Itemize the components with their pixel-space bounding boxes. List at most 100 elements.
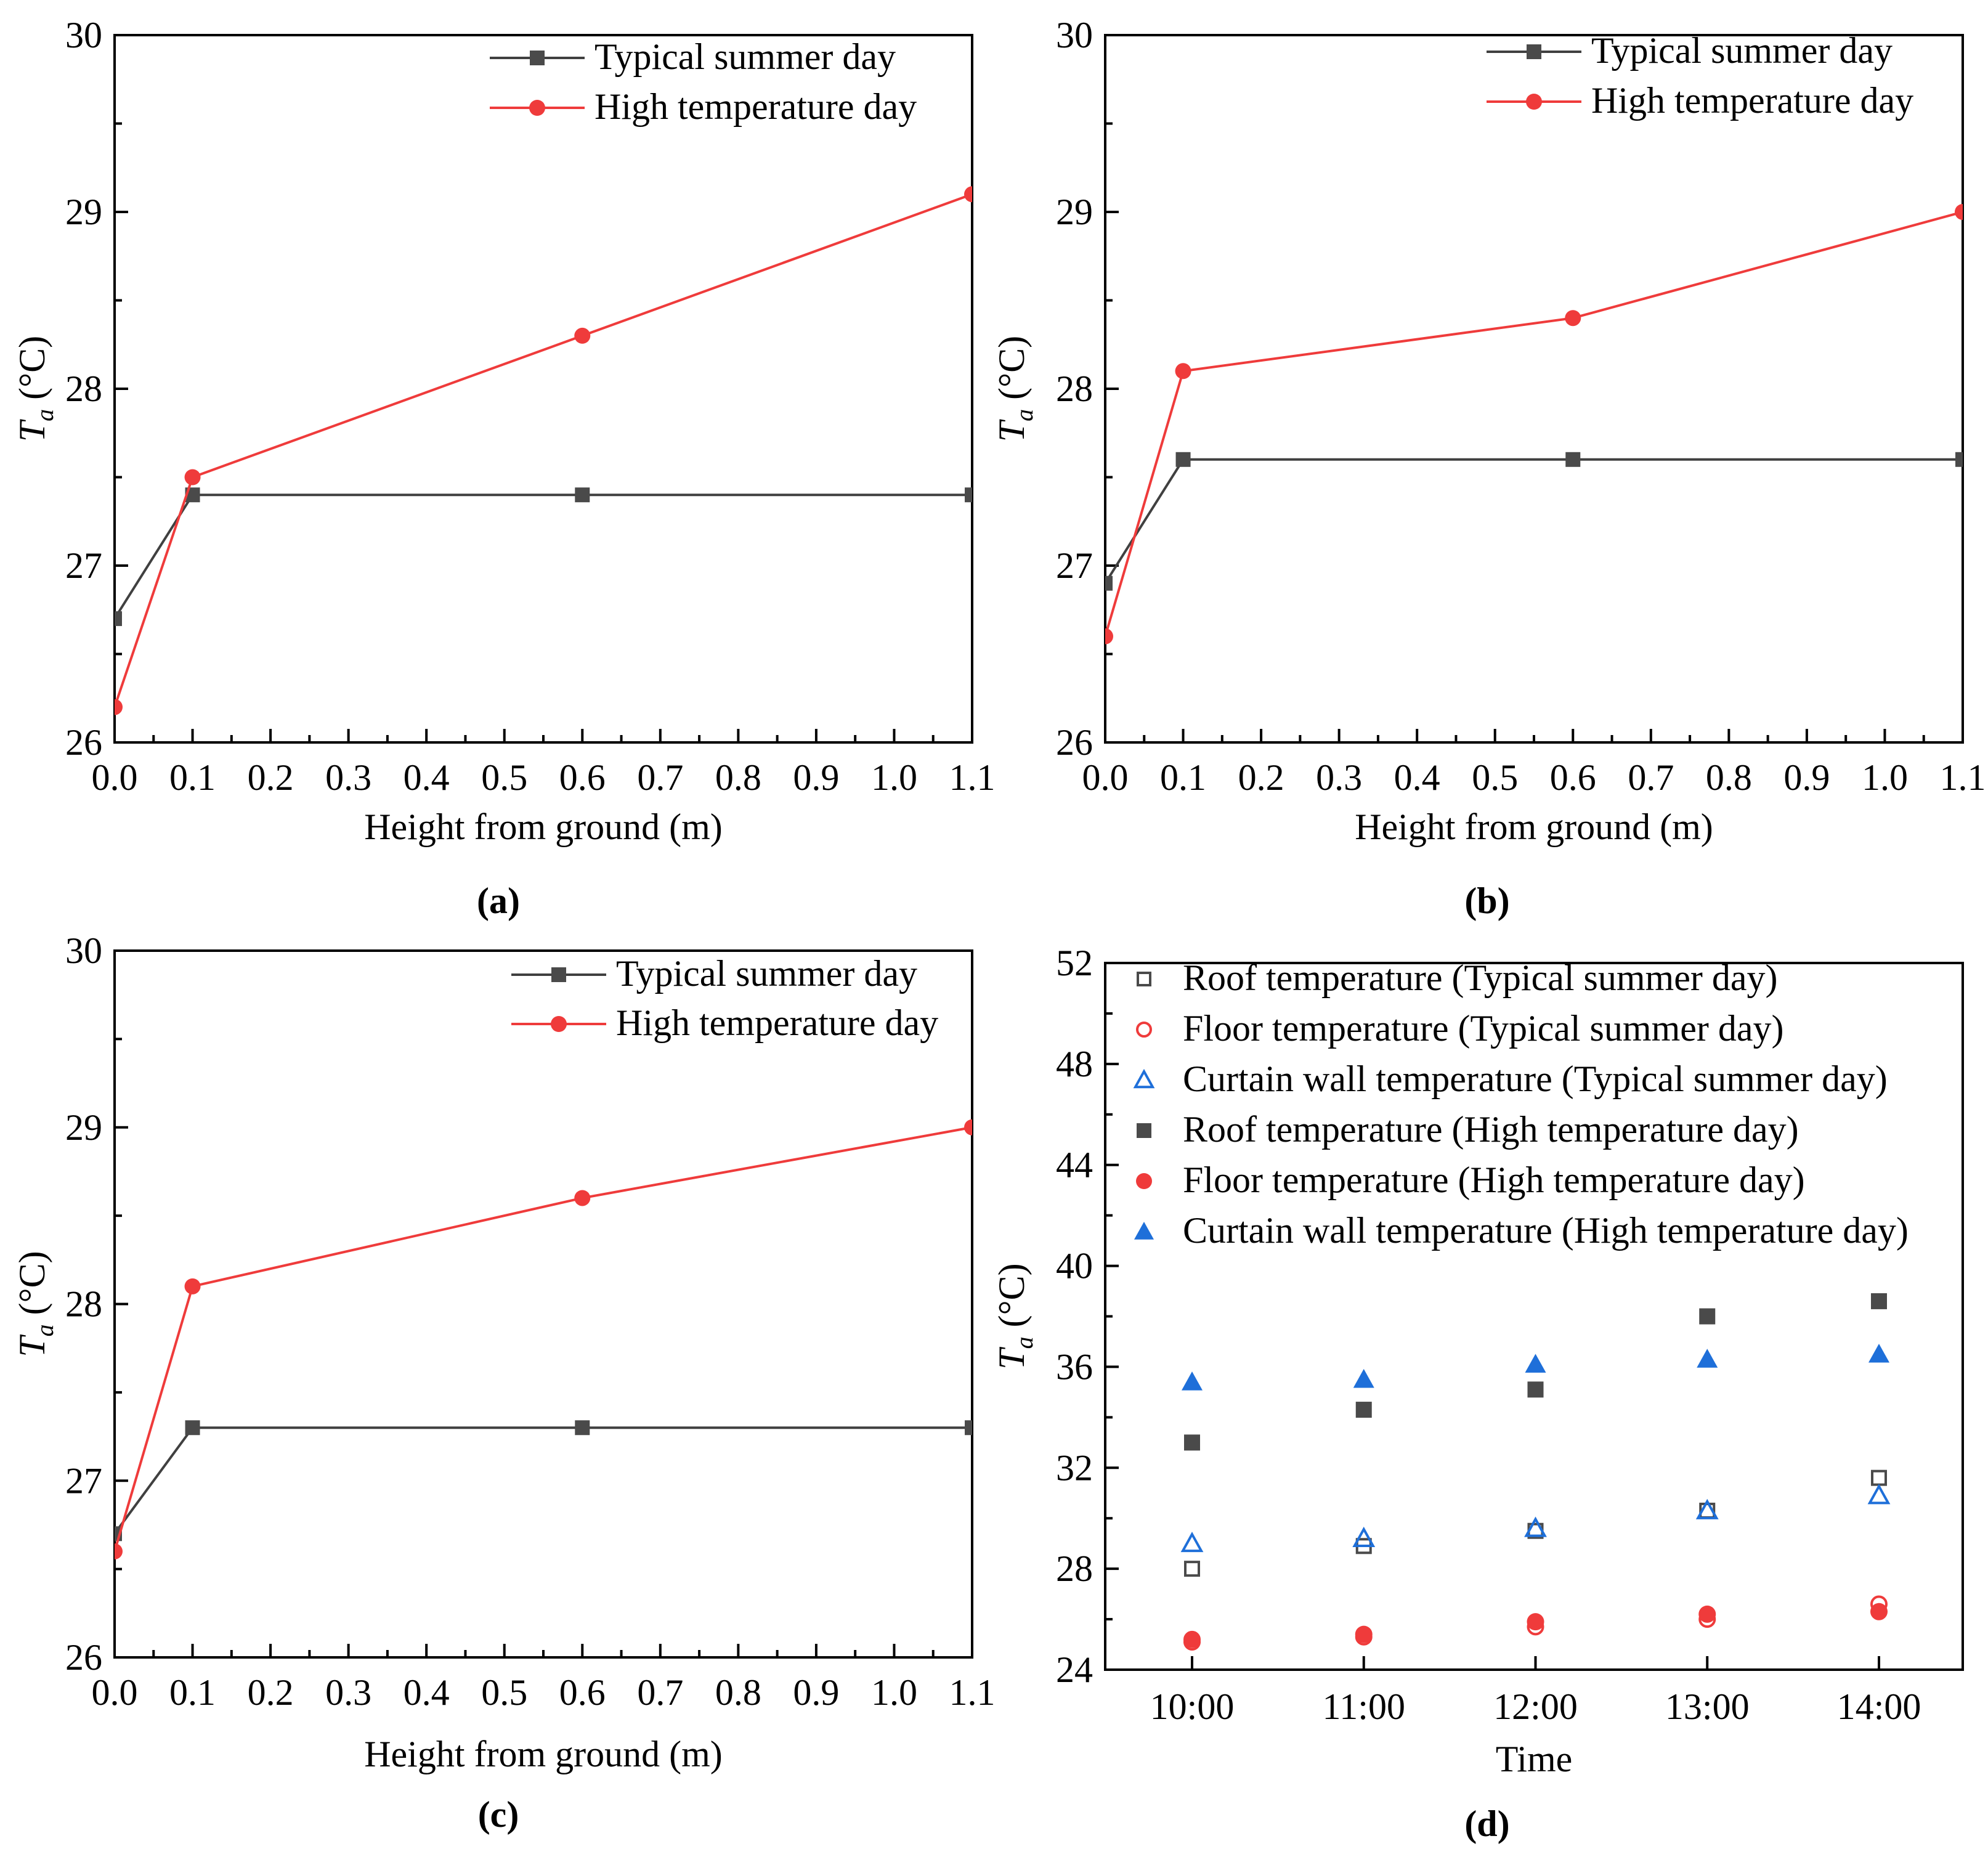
legend-label: Roof temperature (High temperature day) — [1183, 1109, 1799, 1150]
data-point — [1565, 452, 1581, 467]
legend-marker — [1134, 1222, 1154, 1240]
data-point — [1105, 575, 1113, 591]
data-point — [1527, 1381, 1544, 1398]
x-tick-label: 0.7 — [637, 757, 683, 798]
x-tick-label: 1.1 — [1940, 757, 1986, 798]
y-tick-label: 48 — [1056, 1044, 1093, 1084]
x-tick-label: 0.8 — [1706, 757, 1752, 798]
y-axis-label-main: T — [12, 419, 52, 442]
x-tick-label: 0.5 — [481, 757, 527, 798]
x-tick-label: 0.2 — [248, 1672, 294, 1713]
plot-frame — [113, 34, 973, 744]
y-axis-label-sub: a — [1010, 1336, 1038, 1349]
data-point — [1175, 452, 1191, 467]
data-point — [1105, 628, 1113, 644]
data-point — [1695, 1498, 1719, 1519]
panel-label: (d) — [1464, 1803, 1509, 1844]
y-tick-label: 29 — [1056, 192, 1093, 232]
x-tick-label: 0.0 — [92, 1672, 138, 1713]
data-point — [184, 1278, 201, 1294]
panel-label: (c) — [478, 1794, 519, 1835]
data-point — [1184, 1561, 1200, 1577]
data-point — [964, 186, 972, 203]
y-axis-label-main: T — [991, 419, 1032, 442]
y-tick-label: 32 — [1056, 1447, 1093, 1488]
plot-area — [115, 186, 972, 715]
y-axis-label: Ta (°C) — [991, 1263, 1038, 1369]
panel-a: 26 27 28 29 30 0.0 0.1 0.2 0.3 0.4 0.5 0.6 0.7 0.8 0.9… — [12, 15, 996, 921]
y-tick-label: 28 — [1056, 368, 1093, 409]
y-tick-label: 52 — [1056, 943, 1093, 983]
x-axis-label: Height from ground (m) — [364, 1734, 723, 1774]
x-tick-label: 0.1 — [169, 757, 216, 798]
x-tick-label: 11:00 — [1323, 1686, 1405, 1727]
legend-label: Typical summer day — [594, 36, 896, 77]
panel-d: 24 28 32 36 40 44 48 52 10:00 11:00 12:00 13:00 14:0… — [991, 943, 1964, 1844]
x-tick-label: 1.0 — [871, 1672, 917, 1713]
x-tick-label: 10:00 — [1150, 1686, 1235, 1727]
y-axis-label-main: T — [12, 1335, 52, 1357]
x-tick-label: 0.9 — [1783, 757, 1830, 798]
x-axis-label: Height from ground (m) — [1355, 807, 1713, 847]
legend-label: Curtain wall temperature (Typical summer… — [1183, 1059, 1888, 1099]
y-tick-label: 27 — [65, 1460, 102, 1501]
y-tick-label: 28 — [1056, 1548, 1093, 1589]
data-point — [1524, 1516, 1547, 1537]
data-point — [1353, 1368, 1374, 1388]
data-point — [1352, 1526, 1376, 1547]
x-tick-label: 0.5 — [481, 1672, 527, 1713]
legend-label: High temperature day — [1591, 80, 1913, 121]
data-point — [1355, 1625, 1373, 1643]
y-tick-label: 27 — [1056, 545, 1093, 586]
y-axis-label-sub: a — [31, 1324, 59, 1336]
x-tick-label: 0.0 — [92, 757, 138, 798]
data-point — [1182, 1371, 1203, 1391]
y-axis-label-sub: a — [31, 409, 59, 421]
data-point — [1870, 1603, 1888, 1620]
series-line-high — [115, 1126, 972, 1552]
legend-marker — [551, 967, 566, 982]
panel-c: 26 27 28 29 30 0.0 0.1 0.2 0.3 0.4 0.5 0.6 0.7 0.8 0.9… — [12, 930, 996, 1835]
x-tick-label: 0.6 — [1550, 757, 1596, 798]
legend-label: High temperature day — [594, 86, 917, 127]
legend-marker — [1527, 44, 1541, 59]
x-tick-label: 0.4 — [404, 1672, 450, 1713]
panel-label: (b) — [1464, 880, 1509, 921]
x-tick-label: 0.8 — [715, 1672, 761, 1713]
data-point — [575, 1420, 590, 1436]
x-tick-label: 12:00 — [1493, 1686, 1578, 1727]
data-point — [1184, 1434, 1200, 1451]
data-point — [1183, 1630, 1201, 1648]
plot-frame — [113, 949, 973, 1659]
legend-marker — [530, 51, 545, 65]
data-point — [1525, 1354, 1546, 1373]
y-tick-label: 30 — [65, 930, 102, 971]
series-line-high — [1105, 211, 1963, 637]
data-point — [115, 1543, 123, 1559]
data-point — [115, 611, 122, 627]
y-tick-label: 29 — [65, 192, 102, 232]
data-point — [1871, 1469, 1887, 1486]
y-tick-label: 30 — [1056, 15, 1093, 55]
y-tick-label: 29 — [65, 1107, 102, 1148]
plot-frame — [1104, 34, 1964, 744]
y-axis-label-main: T — [991, 1347, 1032, 1370]
y-tick-label: 26 — [1056, 722, 1093, 763]
x-tick-label: 0.3 — [325, 1672, 371, 1713]
panel-label: (a) — [477, 880, 520, 921]
data-point — [964, 1119, 972, 1136]
legend-label: Floor temperature (Typical summer day) — [1183, 1008, 1783, 1049]
plot-area — [1105, 204, 1963, 644]
x-tick-label: 0.9 — [793, 757, 839, 798]
x-tick-label: 1.0 — [1862, 757, 1908, 798]
x-tick-label: 1.1 — [949, 1672, 996, 1713]
legend-marker — [1133, 1068, 1155, 1089]
y-tick-label: 26 — [65, 722, 102, 763]
x-tick-label: 0.0 — [1082, 757, 1129, 798]
x-tick-label: 1.0 — [871, 757, 917, 798]
legend-label: Floor temperature (High temperature day) — [1183, 1160, 1805, 1200]
x-tick-label: 0.9 — [793, 1672, 839, 1713]
data-point — [574, 1190, 591, 1206]
y-axis-label: Ta (°C) — [12, 1251, 59, 1357]
plot-area — [115, 1119, 972, 1559]
